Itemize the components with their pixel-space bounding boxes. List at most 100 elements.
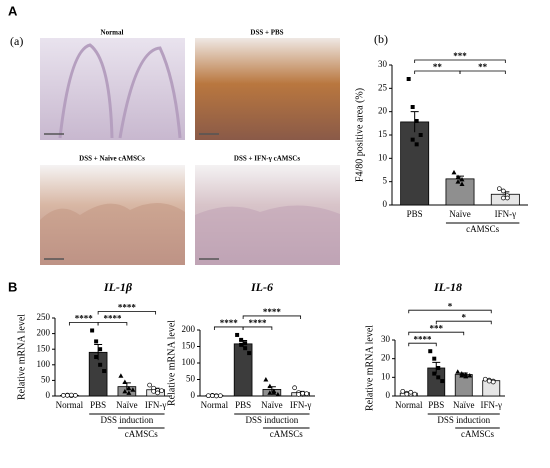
data-point (122, 388, 128, 394)
micrograph (195, 38, 340, 140)
significance-label: **** (414, 334, 433, 344)
data-point (451, 169, 457, 175)
y-tick-label: 20 (378, 106, 388, 116)
data-point (147, 382, 152, 388)
data-point (235, 332, 240, 337)
data-point (206, 393, 211, 399)
data-point (455, 174, 461, 179)
y-tick-label: 25 (378, 82, 388, 92)
data-point (490, 379, 496, 385)
y-tick-label: 10 (381, 371, 391, 381)
data-point (94, 339, 99, 344)
significance-label: * (448, 301, 453, 311)
x-tick-label: Naïve (453, 400, 475, 410)
x-tick-label: Naïve (449, 209, 471, 219)
data-point (408, 389, 414, 395)
x-tick-label: Normal (395, 400, 423, 410)
data-point (210, 393, 215, 399)
data-point (126, 385, 132, 391)
data-point (459, 176, 465, 182)
bar (400, 121, 430, 206)
x-tick-label: Normal (201, 400, 229, 410)
data-point (504, 195, 510, 201)
y-tick-label: 0 (46, 390, 51, 400)
significance-label: **** (75, 314, 94, 324)
data-point (463, 373, 469, 379)
group-label: DSS induction (437, 415, 490, 425)
x-tick-label: PBS (428, 400, 444, 410)
micrograph-label: DSS + IFN-γ cAMSCs (234, 155, 300, 163)
data-point (214, 393, 219, 399)
data-point (239, 337, 244, 342)
y-tick-label: 100 (182, 357, 196, 367)
data-point (467, 372, 473, 378)
significance-label: *** (453, 51, 467, 61)
data-point (65, 393, 70, 398)
group-label: cAMSCs (125, 429, 159, 439)
significance-bracket (459, 70, 506, 74)
panel-label: (a) (10, 34, 23, 48)
data-point (98, 347, 103, 352)
x-tick-label: PBS (235, 400, 251, 410)
y-tick-label: 30 (381, 334, 391, 344)
data-point (300, 391, 305, 396)
x-tick-label: Normal (56, 400, 84, 410)
data-point (428, 349, 433, 354)
panel-label: (b) (374, 32, 388, 46)
data-point (218, 393, 223, 399)
data-point (292, 385, 297, 391)
data-point (410, 137, 415, 142)
significance-label: **** (104, 314, 123, 324)
data-point (159, 388, 164, 394)
data-point (239, 342, 244, 347)
x-tick-label: Naïve (116, 400, 138, 410)
scale-bars (44, 133, 219, 260)
y-axis-label: Relative mRNA level (364, 325, 375, 411)
y-tick-label: 20 (381, 353, 391, 363)
y-tick-label: 150 (37, 343, 51, 353)
data-point (459, 372, 465, 378)
data-point (102, 369, 107, 374)
y-tick-label: 50 (41, 374, 51, 384)
significance-label: * (462, 312, 467, 322)
data-point (118, 373, 124, 378)
micrograph-label: DSS + PBS (250, 29, 283, 37)
data-point (440, 379, 445, 384)
significance-label: *** (430, 323, 444, 333)
significance-bracket (408, 342, 437, 347)
data-point (432, 371, 437, 376)
data-point (263, 377, 269, 382)
data-point (500, 195, 506, 201)
significance-label: **** (118, 303, 137, 313)
significance-bracket (242, 326, 273, 330)
data-point (410, 105, 415, 109)
chart-title: IL-1β (103, 280, 133, 294)
y-tick-label: 5 (383, 176, 388, 186)
x-tick-label: PBS (90, 400, 106, 410)
group-label: cAMSCs (461, 429, 495, 439)
data-point (69, 392, 74, 398)
panel-label: A (8, 3, 18, 18)
data-point (61, 393, 66, 398)
data-point (304, 391, 309, 397)
data-point (414, 142, 419, 147)
data-point (412, 391, 418, 397)
y-tick-label: 15 (378, 129, 388, 139)
y-tick-label: 150 (182, 341, 196, 351)
data-point (275, 391, 281, 397)
y-tick-label: 30 (378, 59, 388, 69)
data-point (98, 362, 103, 367)
data-point (90, 328, 95, 333)
panel-label: B (8, 279, 17, 294)
data-point (486, 378, 492, 384)
data-point (73, 393, 78, 398)
micrograph-label: Normal (101, 29, 124, 37)
y-axis-label: F4/80 positive area (%) (354, 88, 365, 182)
y-tick-label: 10 (378, 152, 388, 162)
data-point (243, 341, 248, 346)
data-point (151, 388, 156, 394)
data-point (455, 179, 461, 184)
significance-bracket (408, 331, 465, 336)
chart-title: IL-6 (250, 280, 273, 294)
x-tick-label: IFN-γ (495, 209, 516, 219)
